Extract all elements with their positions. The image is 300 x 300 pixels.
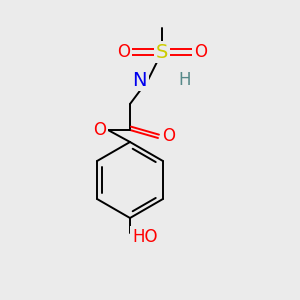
- Text: O: O: [162, 127, 175, 145]
- Text: H: H: [178, 71, 190, 89]
- Text: O: O: [93, 121, 106, 139]
- Text: S: S: [156, 43, 168, 61]
- Text: HO: HO: [132, 228, 158, 246]
- Text: O: O: [194, 43, 207, 61]
- Text: O: O: [117, 43, 130, 61]
- Text: N: N: [133, 70, 147, 89]
